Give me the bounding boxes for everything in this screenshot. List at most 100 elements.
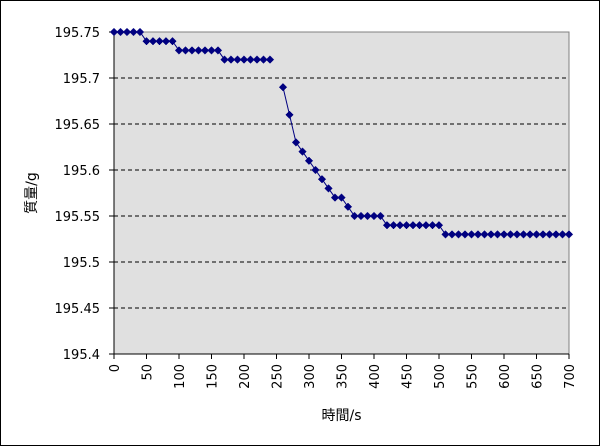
data-series [109,27,574,239]
data-point [350,211,359,221]
data-point [467,230,476,239]
data-point [246,55,255,64]
data-point [402,221,411,230]
x-tick-label: 200 [238,364,253,389]
y-tick-label: 195.4 [63,348,100,363]
data-point [441,230,450,239]
data-point [493,230,502,239]
data-point [161,37,171,46]
data-point [174,46,184,55]
data-point [278,83,288,92]
y-tick-label: 195.75 [55,26,101,41]
data-point [538,230,548,239]
x-tick-label: 50 [141,364,156,381]
data-point [564,230,574,239]
data-point [473,230,483,239]
data-point [142,37,151,46]
x-tick-label: 300 [303,364,318,389]
data-point [551,230,561,239]
data-point [460,230,470,239]
tick-labels: 195.4 195.45 195.5 195.55 195.6 195.65 195.7 19… [55,26,579,389]
data-point [428,221,437,230]
data-point [558,230,567,239]
data-point [395,221,405,230]
data-point [291,138,301,147]
data-point [330,193,340,202]
x-tick-label: 0 [108,364,123,372]
x-tick-label: 450 [401,364,416,389]
data-point [207,46,216,55]
data-point [408,221,418,230]
data-point [421,221,431,230]
axes [109,31,570,359]
data-point [200,46,210,55]
y-tick-label: 195.6 [63,164,100,179]
data-point [194,46,203,55]
data-point [389,221,398,230]
data-point [109,27,119,37]
data-point [480,230,489,239]
plot-area [113,31,570,355]
data-point [220,55,229,64]
x-tick-label: 100 [173,364,188,389]
data-point [337,193,346,202]
x-tick-label: 650 [531,364,546,389]
data-point [356,211,366,221]
x-tick-label: 600 [498,364,513,389]
data-point [434,221,444,230]
data-point [512,230,522,239]
data-point [148,37,158,46]
y-tick-label: 195.65 [55,118,101,133]
data-point [363,211,372,221]
data-point [259,55,268,64]
data-point [317,175,327,184]
data-point [181,46,190,55]
y-tick-label: 195.5 [63,256,100,271]
data-point [239,55,249,64]
data-point [168,37,177,46]
x-tick-label: 350 [336,364,351,389]
data-point [213,46,223,55]
data-point [285,110,294,119]
y-tick-label: 195.7 [63,72,100,87]
data-point [447,230,457,239]
data-point [233,55,242,64]
data-point [265,55,275,64]
grid-lines [114,77,569,309]
data-point [311,165,320,175]
y-tick-label: 195.45 [55,302,101,317]
data-point [545,230,554,239]
data-point [506,230,515,239]
data-point [135,27,145,37]
x-tick-label: 500 [433,364,448,389]
data-point [369,211,379,221]
x-tick-label: 250 [271,364,286,389]
data-point [298,147,307,156]
data-point [486,230,496,239]
data-point [519,230,528,239]
data-point [187,46,197,55]
data-point [415,221,424,230]
y-tick-label: 195.55 [55,210,101,225]
data-point [525,230,535,239]
data-point [454,230,463,239]
data-point [382,221,392,230]
data-point [532,230,541,239]
data-point [376,211,385,221]
data-point [116,27,125,37]
data-point [304,156,314,165]
data-point [155,37,164,46]
data-point [499,230,509,239]
x-tick-label: 700 [563,364,578,389]
data-point [129,27,138,37]
data-point [343,202,353,211]
data-point [122,27,132,37]
x-tick-label: 550 [466,364,481,389]
x-tick-label: 400 [368,364,383,389]
x-tick-label: 150 [206,364,221,389]
data-point [324,184,333,193]
data-point [226,55,236,64]
y-axis-title: 質量/g [24,172,40,214]
